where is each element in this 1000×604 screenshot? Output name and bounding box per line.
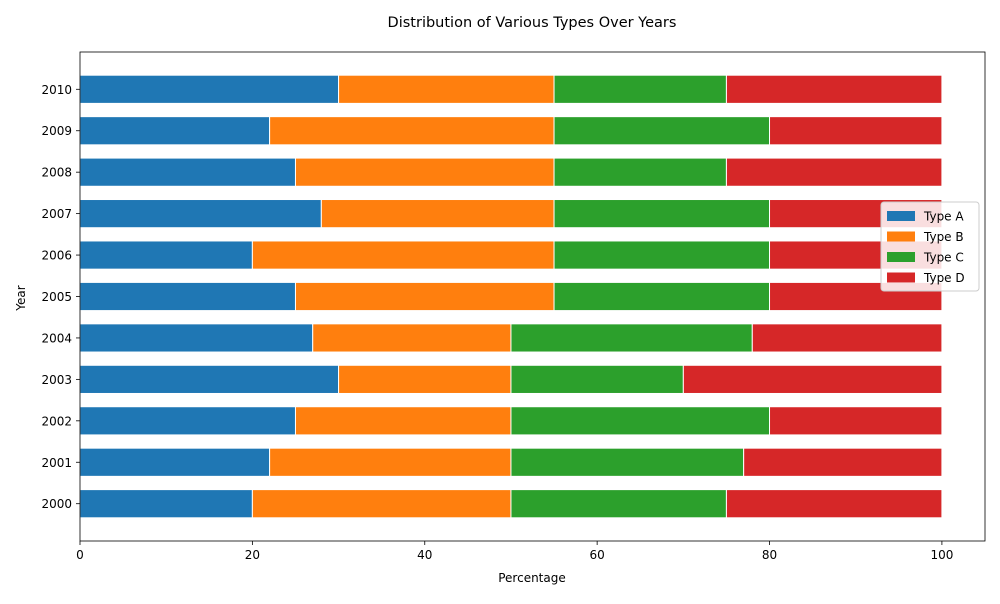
bar-type-b-2001	[269, 447, 512, 477]
legend-swatch-type-b	[887, 231, 915, 242]
legend-swatch-type-d	[887, 272, 915, 283]
bar-type-a-2000	[79, 489, 253, 519]
bar-type-c-2000	[510, 489, 727, 519]
bar-type-b-2004	[312, 323, 512, 353]
x-tick-label: 40	[417, 548, 432, 562]
x-tick-label: 60	[590, 548, 605, 562]
legend-swatch-type-c	[887, 252, 915, 262]
bar-type-b-2003	[338, 364, 512, 394]
bar-type-d-2004	[751, 323, 943, 353]
x-tick-label: 0	[76, 548, 84, 562]
y-axis-label: Year	[14, 285, 28, 311]
x-tick-label: 100	[930, 548, 953, 562]
legend: Type A Type B Type C Type D	[880, 201, 980, 292]
bar-type-c-2001	[510, 447, 745, 477]
y-tick-label: 2001	[41, 456, 72, 470]
bar-type-c-2007	[553, 199, 771, 229]
bar-type-b-2006	[251, 240, 555, 270]
bar-type-a-2008	[79, 157, 296, 187]
bar-type-c-2009	[553, 116, 771, 146]
x-axis-label: Percentage	[498, 571, 566, 585]
y-tick-label: 2006	[41, 249, 72, 263]
bar-type-d-2000	[725, 489, 943, 519]
x-tick-label: 20	[245, 548, 260, 562]
bar-type-d-2009	[769, 116, 943, 146]
y-tick-label: 2008	[41, 166, 72, 180]
bar-type-a-2005	[79, 281, 296, 312]
bar-type-a-2002	[79, 406, 296, 436]
bar-type-d-2008	[725, 157, 943, 187]
bar-type-c-2002	[510, 406, 771, 436]
legend-box	[880, 201, 980, 292]
y-tick-label: 2000	[41, 497, 72, 511]
bar-type-d-2001	[743, 447, 943, 477]
bar-type-a-2004	[79, 323, 314, 353]
bar-type-a-2009	[79, 116, 271, 146]
bar-type-c-2005	[553, 281, 771, 312]
bar-type-a-2010	[79, 74, 340, 104]
chart-title: Distribution of Various Types Over Years	[388, 15, 677, 31]
bar-type-c-2010	[553, 74, 727, 104]
bar-type-d-2003	[682, 364, 943, 394]
bar-type-b-2007	[320, 199, 555, 229]
x-tick-label: 80	[762, 548, 777, 562]
axes-layer: 0 20 40 60 80 100 2000 2001 2002 2003 2004 2005 2006…	[41, 51, 986, 562]
bar-type-c-2006	[553, 240, 771, 270]
bar-type-b-2002	[294, 406, 512, 436]
bar-type-b-2009	[269, 116, 555, 146]
bar-type-b-2008	[294, 157, 555, 187]
bar-type-c-2003	[510, 364, 684, 394]
bar-type-d-2002	[769, 406, 943, 436]
y-tick-label: 2002	[41, 414, 72, 428]
legend-swatch-type-a	[887, 211, 915, 221]
bar-type-a-2003	[79, 364, 340, 394]
bar-type-c-2004	[510, 323, 753, 353]
bar-type-a-2001	[79, 447, 271, 477]
bar-type-a-2007	[79, 199, 322, 229]
bar-type-a-2006	[79, 240, 253, 270]
bars-layer	[79, 74, 943, 519]
legend-label-type-a: Type A	[923, 210, 964, 224]
y-tick-label: 2004	[41, 331, 72, 345]
legend-label-type-b: Type B	[923, 230, 964, 244]
bar-type-b-2005	[294, 281, 555, 312]
legend-label-type-c: Type C	[923, 251, 964, 265]
y-tick-label: 2003	[41, 373, 72, 387]
y-tick-label: 2005	[41, 290, 72, 304]
bar-type-b-2010	[338, 74, 555, 104]
bar-type-d-2010	[725, 74, 943, 104]
y-tick-label: 2009	[41, 124, 72, 138]
y-tick-label: 2010	[41, 83, 72, 97]
bar-type-b-2000	[251, 489, 512, 519]
legend-label-type-d: Type D	[923, 271, 965, 285]
bar-type-c-2008	[553, 157, 727, 187]
y-tick-label: 2007	[41, 207, 72, 221]
